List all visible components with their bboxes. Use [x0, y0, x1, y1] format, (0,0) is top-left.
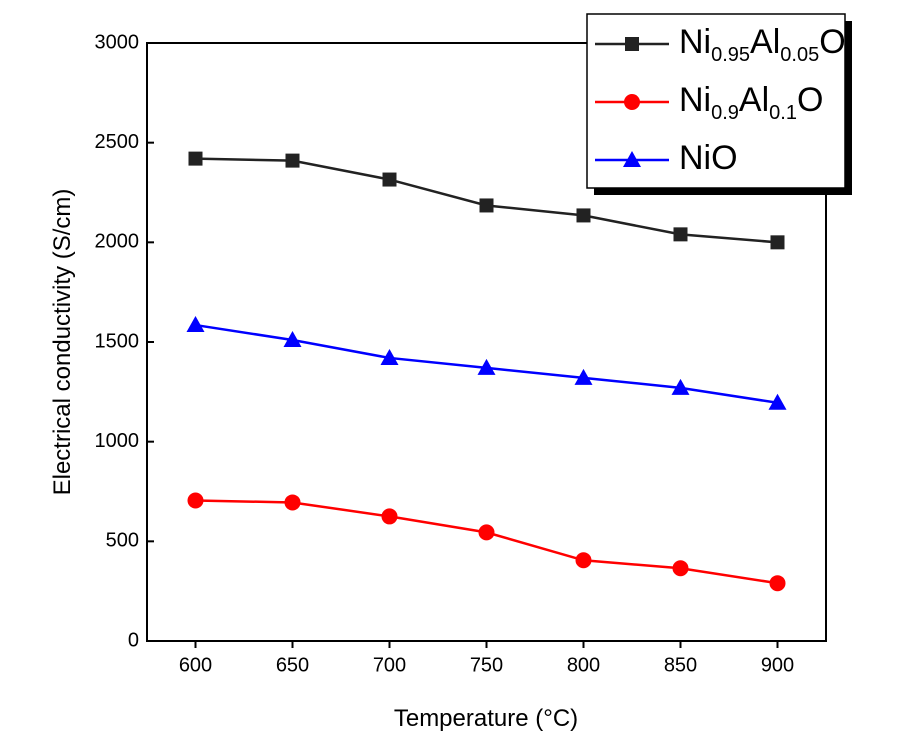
series-line — [195, 499, 778, 585]
data-point — [672, 560, 689, 577]
data-point — [478, 524, 495, 541]
legend-label: Ni0.9Al0.1O — [679, 81, 823, 124]
x-tick-label: 650 — [276, 654, 309, 676]
y-tick-label: 3000 — [95, 31, 140, 53]
data-point — [283, 331, 302, 348]
data-point — [381, 508, 398, 525]
x-tick-label: 600 — [179, 654, 212, 676]
x-tick-label: 750 — [470, 654, 503, 676]
data-point — [671, 378, 690, 395]
legend-marker — [625, 37, 639, 51]
data-point — [477, 358, 496, 375]
x-tick-label: 900 — [761, 654, 794, 676]
data-point — [186, 316, 205, 333]
data-point — [770, 235, 785, 250]
legend-marker — [624, 94, 640, 110]
legend-label: NiO — [679, 139, 738, 177]
data-point — [284, 494, 301, 511]
data-point — [673, 227, 688, 242]
data-point — [574, 368, 593, 385]
x-tick-label: 850 — [664, 654, 697, 676]
y-tick-label: 1500 — [95, 330, 140, 352]
x-axis-title: Temperature (°C) — [394, 705, 578, 732]
legend-label: Ni0.95Al0.05O — [679, 23, 846, 66]
data-point — [576, 208, 591, 223]
y-tick-label: 2500 — [95, 131, 140, 153]
y-tick-label: 2000 — [95, 231, 140, 253]
data-point — [187, 492, 204, 509]
y-axis-title: Electrical conductivity (S/cm) — [49, 189, 76, 496]
data-point — [769, 575, 786, 592]
data-point — [768, 393, 787, 410]
data-point — [285, 153, 300, 168]
data-point — [575, 552, 592, 569]
x-tick-label: 700 — [373, 654, 406, 676]
data-point — [380, 348, 399, 365]
y-tick-label: 500 — [106, 530, 139, 552]
legend-marker — [623, 151, 641, 167]
data-point — [382, 172, 397, 187]
y-tick-label: 1000 — [95, 430, 140, 452]
y-tick-label: 0 — [128, 629, 139, 651]
data-point — [188, 151, 203, 166]
x-tick-label: 800 — [567, 654, 600, 676]
data-point — [479, 198, 494, 213]
